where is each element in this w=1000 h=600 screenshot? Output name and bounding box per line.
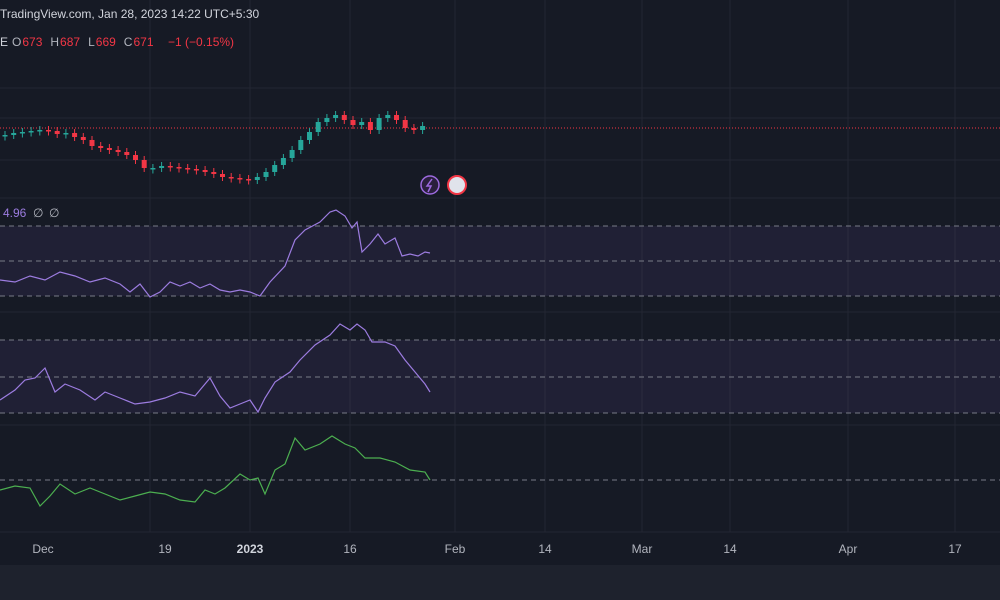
time-label: Apr <box>839 542 858 556</box>
candle-body <box>211 172 217 174</box>
candle-body <box>394 115 399 120</box>
candle-body <box>333 115 339 118</box>
candle-body <box>115 150 121 152</box>
candle-body <box>202 170 208 172</box>
candle-body <box>254 177 260 180</box>
candle-body <box>385 115 391 118</box>
ohlc: O 673 H 687 L 669 C 671 <box>12 35 154 49</box>
candle-body <box>350 120 356 125</box>
candles <box>2 111 426 185</box>
event-icon[interactable] <box>420 175 440 195</box>
candle-body <box>307 132 312 140</box>
candle-body <box>124 152 130 155</box>
candle-body <box>106 148 112 150</box>
candle-body <box>167 166 173 168</box>
candle-body <box>19 132 25 134</box>
ohlc-label: H <box>50 35 59 49</box>
candle-body <box>367 122 373 130</box>
candle-body <box>63 133 69 135</box>
lightning <box>425 178 433 193</box>
ohlc-label: C <box>124 35 133 49</box>
candle-body <box>11 133 17 135</box>
candle-body <box>141 160 147 168</box>
candle-body <box>37 130 43 132</box>
candle-body <box>280 158 286 165</box>
indicator-line <box>0 323 431 414</box>
indicator-line <box>0 209 431 298</box>
time-label: Mar <box>632 542 653 556</box>
time-label: Feb <box>445 542 466 556</box>
candle-body <box>72 133 78 137</box>
time-label: 14 <box>723 542 737 556</box>
grid <box>0 0 1000 533</box>
ohlc-label: L <box>88 35 95 49</box>
candle-body <box>411 128 417 130</box>
time-label: 14 <box>538 542 552 556</box>
ohlc-value: 669 <box>96 35 116 49</box>
candle-body <box>289 150 295 158</box>
source: TradingView.com, Jan 28, 2023 14:22 UTC+… <box>0 7 259 21</box>
candle-body <box>298 140 304 150</box>
candle-body <box>185 168 191 170</box>
indicator-extra: ∅ <box>33 206 43 220</box>
candle-body <box>133 155 138 160</box>
candle-body <box>54 131 60 134</box>
flag-icon[interactable] <box>447 175 467 195</box>
candle-body <box>193 169 199 171</box>
indicator-line <box>0 435 431 507</box>
candle-body <box>237 178 243 180</box>
time-label: Dec <box>32 542 53 556</box>
candle-body <box>359 122 365 125</box>
candle-body <box>150 168 156 170</box>
candle-body <box>176 167 182 169</box>
candle-body <box>315 122 321 132</box>
time-axis: Dec 19 2023 16 Feb 14 Mar 14 Apr 17 <box>32 542 962 556</box>
candle-body <box>376 118 382 130</box>
indicator-extra: ∅ <box>49 206 59 220</box>
candle-body <box>263 172 269 177</box>
ohlc-value: 673 <box>22 35 42 49</box>
candle-body <box>246 179 252 181</box>
change: −1 (−0.15%) <box>168 35 234 49</box>
candle-body <box>420 126 426 130</box>
candle-body <box>220 174 225 177</box>
candle-body <box>159 166 165 168</box>
time-label: 19 <box>158 542 172 556</box>
candle-body <box>324 118 330 122</box>
time-label: 16 <box>343 542 357 556</box>
symbol: E <box>0 35 8 49</box>
candle-body <box>402 120 408 128</box>
ohlc-value: 671 <box>133 35 153 49</box>
time-label: 2023 <box>237 542 264 556</box>
candle-body <box>89 140 95 146</box>
ohlc-value: 687 <box>60 35 80 49</box>
candle-body <box>98 146 104 148</box>
time-label: 17 <box>948 542 962 556</box>
candle-body <box>272 165 278 172</box>
candle-body <box>228 177 234 179</box>
candle-body <box>80 137 86 140</box>
candle-body <box>46 130 51 132</box>
footer-bar <box>0 565 1000 600</box>
indicator-value: 4.96 <box>3 206 27 220</box>
ohlc-label: O <box>12 35 21 49</box>
candle-body <box>28 131 34 133</box>
candle-body <box>341 115 347 120</box>
candle-body <box>2 135 8 137</box>
